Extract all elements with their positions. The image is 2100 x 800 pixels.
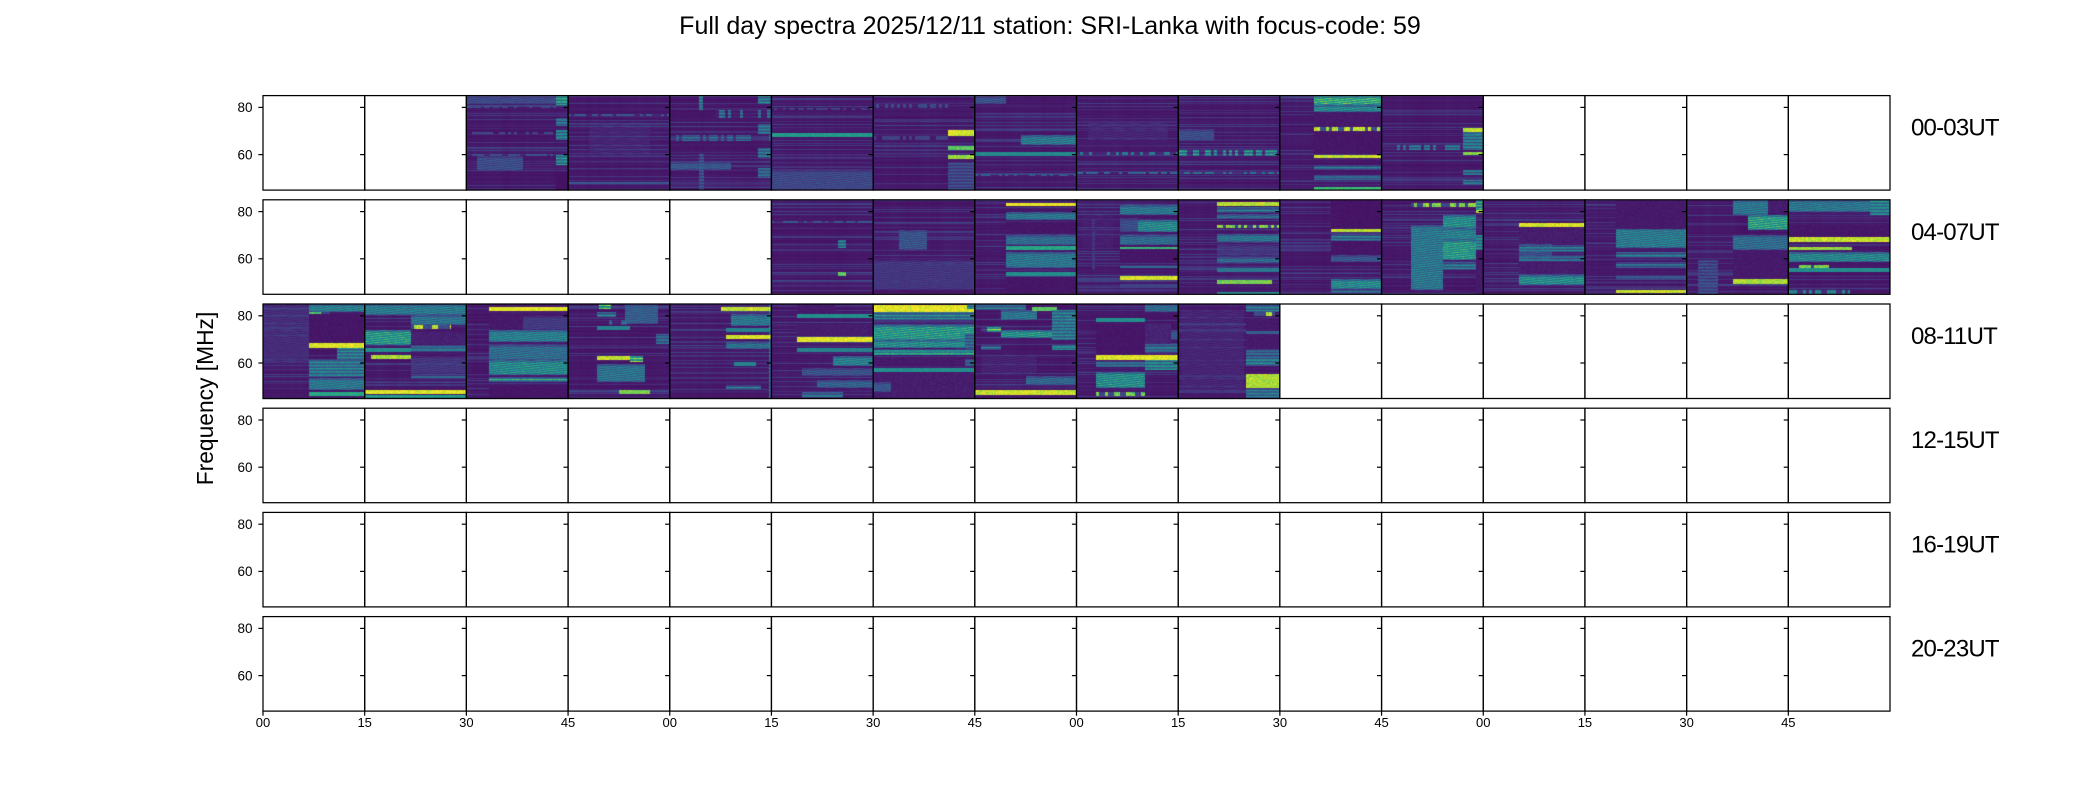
svg-text:20-23UT: 20-23UT bbox=[1911, 636, 2000, 663]
svg-text:12-15UT: 12-15UT bbox=[1911, 427, 2000, 454]
svg-text:80: 80 bbox=[237, 517, 252, 532]
svg-text:80: 80 bbox=[237, 309, 252, 324]
svg-text:60: 60 bbox=[237, 460, 252, 475]
svg-text:00-03UT: 00-03UT bbox=[1911, 115, 2000, 142]
svg-text:60: 60 bbox=[237, 668, 252, 683]
svg-text:04-07UT: 04-07UT bbox=[1911, 219, 2000, 246]
svg-text:80: 80 bbox=[237, 204, 252, 219]
svg-text:60: 60 bbox=[237, 252, 252, 267]
svg-text:45: 45 bbox=[561, 715, 575, 730]
svg-text:30: 30 bbox=[1273, 715, 1287, 730]
svg-text:60: 60 bbox=[237, 356, 252, 371]
svg-text:80: 80 bbox=[237, 621, 252, 636]
svg-text:15: 15 bbox=[1171, 715, 1185, 730]
svg-text:00: 00 bbox=[1069, 715, 1083, 730]
svg-text:15: 15 bbox=[1578, 715, 1592, 730]
svg-text:00: 00 bbox=[663, 715, 677, 730]
svg-text:00: 00 bbox=[256, 715, 270, 730]
svg-text:Frequency [MHz]: Frequency [MHz] bbox=[192, 312, 218, 486]
svg-text:08-11UT: 08-11UT bbox=[1911, 323, 1998, 350]
svg-text:Full day spectra 2025/12/11 st: Full day spectra 2025/12/11 station: SRI… bbox=[679, 12, 1421, 40]
svg-text:80: 80 bbox=[237, 413, 252, 428]
svg-text:30: 30 bbox=[866, 715, 880, 730]
svg-text:15: 15 bbox=[357, 715, 371, 730]
svg-text:60: 60 bbox=[237, 564, 252, 579]
svg-text:45: 45 bbox=[1781, 715, 1795, 730]
svg-text:45: 45 bbox=[968, 715, 982, 730]
svg-text:60: 60 bbox=[237, 147, 252, 162]
svg-text:80: 80 bbox=[237, 100, 252, 115]
svg-text:15: 15 bbox=[764, 715, 778, 730]
svg-text:45: 45 bbox=[1374, 715, 1388, 730]
svg-text:30: 30 bbox=[1679, 715, 1693, 730]
svg-text:16-19UT: 16-19UT bbox=[1911, 531, 2000, 558]
svg-text:30: 30 bbox=[459, 715, 473, 730]
svg-text:00: 00 bbox=[1476, 715, 1490, 730]
